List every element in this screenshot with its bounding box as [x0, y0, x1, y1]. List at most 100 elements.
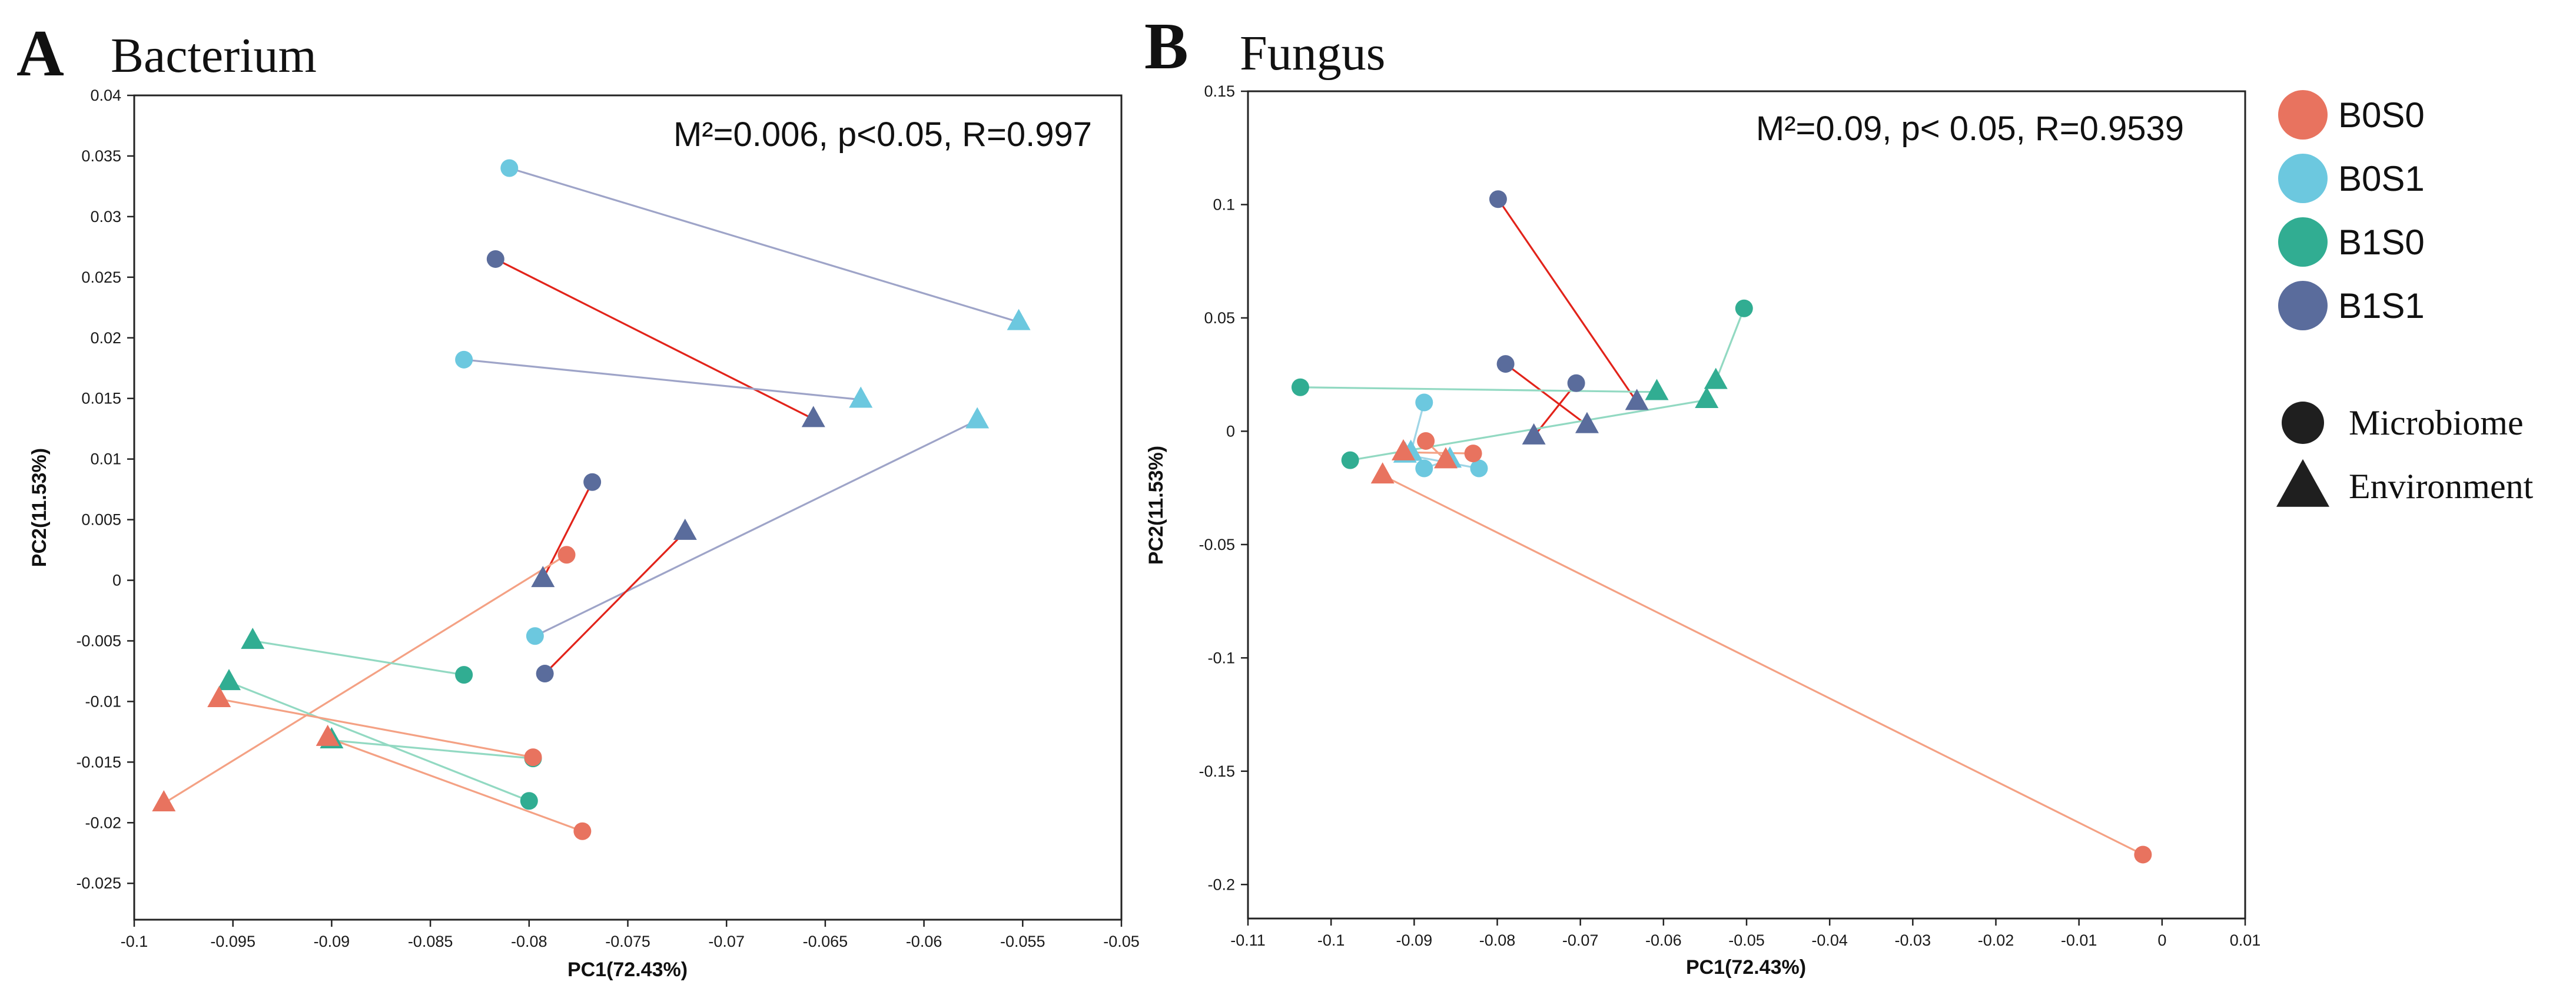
y-tick-label: 0.02 [90, 329, 121, 347]
panel-b-annotation: M²=0.09, p< 0.05, R=0.9539 [1756, 110, 2184, 148]
microbiome-point-b0s0 [1464, 445, 1482, 463]
legend-swatch-b1s0 [2278, 217, 2328, 267]
x-tick-label: -0.055 [1000, 933, 1045, 950]
x-tick-label: -0.1 [1317, 931, 1345, 949]
y-tick-label: -0.1 [1207, 649, 1235, 667]
y-tick-label: -0.015 [76, 753, 121, 771]
procrustes-line [535, 419, 978, 637]
microbiome-point-b1s1 [583, 473, 602, 491]
panel-b-procrustes-lines [1300, 198, 2144, 856]
environment-point-b1s1 [673, 518, 697, 540]
procrustes-line [163, 553, 567, 804]
y-tick-label: -0.025 [76, 874, 121, 892]
x-tick-label: 0 [2157, 931, 2166, 949]
x-tick-label: -0.085 [408, 933, 453, 950]
environment-point-b0s0 [316, 724, 340, 746]
panel-b-letter: B [1144, 10, 1189, 83]
microbiome-point-b1s1 [1489, 190, 1507, 208]
microbiome-point-b0s1 [526, 627, 544, 645]
legend-swatch-b0s0 [2278, 90, 2328, 140]
panel-b-plot-frame [1247, 90, 2246, 920]
legend-groups: B0S0 B0S1 B1S0 B1S1 [2278, 90, 2425, 330]
environment-point-b1s1 [1625, 389, 1649, 410]
procrustes-line [544, 531, 686, 675]
y-tick-label: 0.1 [1213, 195, 1235, 213]
panel-b-y-axis-label: PC2(11.53%) [1145, 446, 1167, 565]
x-tick-label: -0.1 [121, 933, 148, 950]
procrustes-line [327, 737, 583, 833]
microbiome-point-b0s1 [455, 350, 473, 369]
x-tick-label: -0.11 [1230, 931, 1266, 949]
environment-point-b1s1 [1575, 412, 1599, 433]
x-tick-label: -0.075 [605, 933, 650, 950]
microbiome-point-b0s1 [1415, 459, 1433, 478]
x-tick-label: -0.07 [708, 933, 745, 950]
y-tick-label: 0.035 [81, 147, 121, 165]
x-tick-label: -0.095 [210, 933, 255, 950]
microbiome-point-b0s0 [557, 546, 576, 564]
procrustes-line [463, 359, 861, 401]
environment-point-b0s1 [849, 386, 873, 408]
panel-b: B Fungus M²=0.09, p< 0.05, R=0.9539 -0.1… [1144, 10, 2260, 979]
x-tick-label: -0.09 [1396, 931, 1433, 949]
x-tick-label: -0.07 [1562, 931, 1599, 949]
panel-b-x-axis: -0.11 -0.1 -0.09 -0.08 -0.07 -0.06 -0.05 -0.04 -… [1230, 919, 2260, 949]
panel-b-y-axis: -0.2 -0.15 -0.1 -0.05 0 0.05 0.1 0.15 [1199, 82, 1248, 893]
environment-point-b1s1 [801, 406, 825, 427]
legend-shapes: Microbiome Environment [2276, 402, 2534, 507]
y-tick-label: 0.025 [81, 268, 121, 286]
environment-point-b0s1 [965, 407, 990, 429]
environment-point-b1s0 [217, 669, 241, 691]
x-tick-label: -0.08 [1479, 931, 1516, 949]
y-tick-label: -0.15 [1199, 762, 1235, 780]
panel-a-annotation: M²=0.006, p<0.05, R=0.997 [673, 115, 1092, 154]
panel-a-y-axis-label: PC2(11.53%) [28, 448, 51, 567]
environment-point-b1s0 [1695, 386, 1719, 408]
environment-point-b0s0 [1370, 462, 1395, 484]
x-tick-label: -0.03 [1895, 931, 1931, 949]
panel-a-title: Bacterium [111, 28, 317, 83]
environment-point-b0s0 [1433, 447, 1458, 469]
x-tick-label: 0.01 [2230, 931, 2261, 949]
panel-a-plot-frame [133, 94, 1123, 921]
microbiome-point-b1s0 [1291, 378, 1309, 396]
procrustes-line [1505, 363, 1588, 426]
x-tick-label: -0.05 [1103, 933, 1140, 950]
microbiome-point-b1s1 [486, 250, 504, 268]
x-tick-label: -0.065 [803, 933, 848, 950]
legend-label-b0s0: B0S0 [2338, 95, 2425, 135]
y-tick-label: 0.15 [1204, 82, 1235, 100]
panel-a-procrustes-lines [163, 167, 1020, 833]
x-tick-label: -0.06 [906, 933, 942, 950]
y-tick-label: 0.015 [81, 390, 121, 407]
procrustes-line [331, 739, 533, 760]
procrustes-line [218, 698, 533, 758]
panel-a-letter: A [16, 17, 64, 90]
x-tick-label: -0.06 [1645, 931, 1682, 949]
y-tick-label: -0.01 [85, 692, 121, 710]
panel-b-points [1291, 190, 2152, 864]
microbiome-point-b0s1 [1470, 459, 1488, 478]
legend-label-b0s1: B0S1 [2338, 159, 2425, 198]
panel-a: A Bacterium M²=0.006, p<0.05, R=0.997 -0… [16, 17, 1140, 981]
microbiome-point-b0s0 [2134, 846, 2152, 864]
microbiome-point-b1s0 [1735, 299, 1753, 317]
microbiome-point-b1s1 [536, 665, 554, 683]
legend-shape-label-environment: Environment [2349, 467, 2534, 506]
microbiome-point-b1s1 [1567, 374, 1585, 392]
x-tick-label: -0.05 [1728, 931, 1765, 949]
procrustes-line [509, 167, 1020, 323]
y-tick-label: -0.02 [85, 814, 121, 831]
panel-a-x-axis: -0.1 -0.095 -0.09 -0.085 -0.08 -0.075 -0.07 -0.… [121, 920, 1140, 950]
microbiome-point-b1s0 [520, 792, 538, 810]
panel-a-y-axis: -0.025 -0.02 -0.015 -0.01 -0.005 0 0.005 0.01 0.… [76, 87, 134, 892]
procrustes-line [495, 258, 814, 420]
legend-microbiome-icon [2282, 402, 2324, 444]
microbiome-point-b1s0 [1341, 451, 1359, 469]
y-tick-label: 0.01 [90, 450, 121, 468]
legend-swatch-b0s1 [2278, 154, 2328, 203]
procrustes-line [228, 681, 530, 802]
environment-point-b0s0 [152, 790, 176, 812]
panel-a-points [152, 159, 1031, 840]
